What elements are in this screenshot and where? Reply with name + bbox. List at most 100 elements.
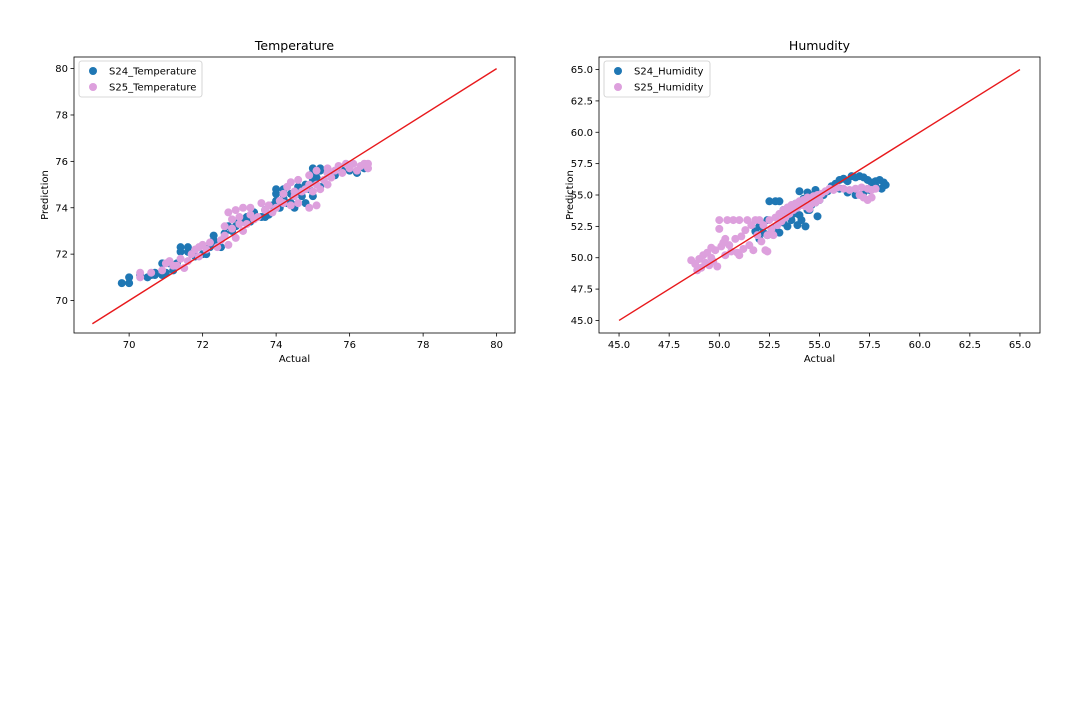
temperature-data-point [172,261,181,270]
temperature-data-point [312,173,321,182]
temperature-y-tick-label: 72 [55,250,68,261]
humidity-data-point [731,234,740,243]
temperature-y-tick-label: 74 [55,203,68,214]
humidity-x-tick-label: 47.5 [658,340,680,351]
temperature-data-point [279,189,288,198]
temperature-data-point [235,213,244,222]
humidity-data-point [739,244,748,253]
temperature-data-point [158,266,167,275]
temperature-data-point [290,187,299,196]
temperature-chart-title: Temperature [254,38,334,53]
temperature-x-tick-label: 70 [123,340,136,351]
temperature-data-point [176,243,185,252]
humidity-data-point [765,216,774,225]
humidity-x-tick-label: 57.5 [858,340,880,351]
temperature-data-point [228,215,237,224]
temperature-data-point [305,171,314,180]
temperature-data-point [250,215,259,224]
temperature-data-point [136,268,145,277]
temperature-data-point [364,159,372,168]
temperature-y-tick-label: 76 [55,157,68,168]
temperature-x-tick-label: 78 [417,340,430,351]
temperature-data-point [316,185,325,194]
temperature-data-point [220,222,229,231]
humidity-data-point [741,226,750,235]
temperature-data-point [147,268,156,277]
humidity-x-tick-label: 55.0 [808,340,830,351]
humidity-data-point [749,246,758,255]
temperature-data-point [231,233,240,242]
temperature-data-point [305,180,314,189]
humidity-data-point [813,212,822,221]
humidity-y-tick-label: 60.0 [571,128,593,139]
temperature-data-point [205,238,214,247]
humidity-data-point [763,247,772,256]
humidity-data-point [713,262,722,271]
humidity-legend-marker [614,83,622,91]
temperature-data-point [235,219,244,228]
humidity-data-point [851,184,860,193]
temperature-data-point [209,231,218,240]
humidity-data-point [795,211,804,220]
temperature-chart: Temperature 70 72 74 76 78 80 70 72 74 76 78 80 Actua… [40,38,516,365]
temperature-y-tick-label: 78 [55,110,68,121]
humidity-data-point [707,243,716,252]
temperature-data-point [294,175,303,184]
humidity-x-tick-label: 50.0 [708,340,730,351]
temperature-data-point [125,273,134,282]
temperature-data-point [125,279,134,288]
humidity-data-point [725,241,734,250]
humidity-x-tick-label: 65.0 [1009,340,1031,351]
humidity-data-point [715,216,724,225]
temperature-legend-marker [89,83,97,91]
temperature-data-point [231,206,240,215]
temperature-data-point [224,208,233,217]
temperature-x-axis-label: Actual [279,354,310,365]
temperature-data-point [176,254,185,263]
humidity-legend-label: S24_Humidity [634,67,703,78]
temperature-reference-line [92,68,497,325]
temperature-data-point [239,203,248,212]
humidity-x-tick-label: 52.5 [758,340,780,351]
humidity-y-tick-label: 62.5 [571,96,593,107]
temperature-data-point [261,213,270,222]
humidity-data-point [769,231,778,240]
temperature-data-point [286,201,295,210]
temperature-y-tick-label: 70 [55,296,68,307]
temperature-data-point [224,240,233,249]
temperature-data-point [308,187,317,196]
temperature-data-point [349,159,358,168]
humidity-legend-label: S25_Humidity [634,83,703,94]
humidity-x-tick-label: 45.0 [608,340,630,351]
temperature-data-point [213,243,222,252]
humidity-reference-line [618,68,1021,322]
temperature-data-point [338,168,347,177]
humidity-data-point [877,184,886,193]
temperature-legend-marker [89,67,97,75]
temperature-data-point [242,219,251,228]
temperature-data-point [294,199,303,208]
temperature-data-point [312,201,321,210]
humidity-y-tick-label: 52.5 [571,222,593,233]
temperature-data-point [202,245,211,254]
humidity-data-point [729,216,738,225]
humidity-chart-title: Humudity [789,38,851,53]
humidity-data-layer [618,68,1021,322]
temperature-data-point [327,173,336,182]
humidity-y-tick-label: 45.0 [571,316,593,327]
temperature-legend-label: S25_Temperature [109,83,196,94]
humidity-data-point [795,187,804,196]
humidity-x-tick-label: 62.5 [959,340,981,351]
humidity-data-point [721,234,730,243]
temperature-y-axis-label: Prediction [40,170,51,220]
humidity-data-point [735,216,744,225]
temperature-legend-label: S24_Temperature [109,67,196,78]
humidity-chart: Humudity 45.0 47.5 50.0 52.5 55.0 57.5 60.0 62.5… [565,38,1041,365]
temperature-data-point [180,264,189,273]
humidity-legend-box [603,60,711,98]
humidity-y-tick-label: 55.0 [571,191,593,202]
humidity-data-point [839,184,848,193]
humidity-x-axis-label: Actual [804,354,835,365]
humidity-data-point [715,224,724,233]
